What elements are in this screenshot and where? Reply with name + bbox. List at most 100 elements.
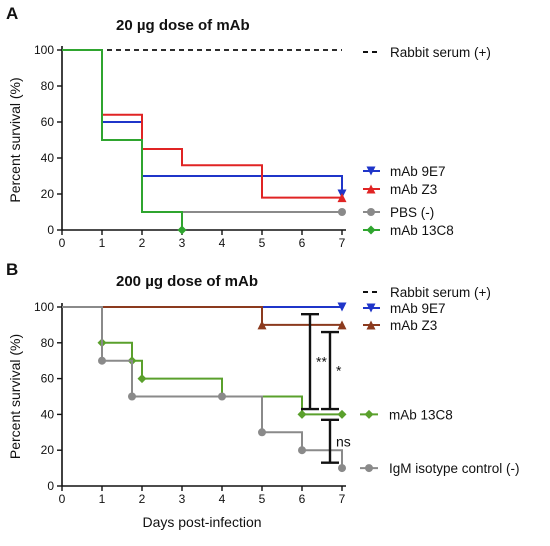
significance-label: * [336,363,342,379]
panel-a-series-mab-13c8 [62,49,187,235]
legend-label: mAb 9E7 [390,301,446,316]
panel-b-series-igm-isotype-control-marker [258,428,266,437]
annotation-label: mAb 13C8 [389,407,453,422]
panel-a-series-mab-13c8-marker [177,225,187,235]
panel-a-legend-mab-z3: mAb Z3 [363,182,437,197]
panel-b-series-mab-z3 [62,306,347,330]
panel-b-y-tick-label: 80 [41,336,55,350]
panel-b-x-tick-label: 1 [99,492,106,506]
panel-letter-b: B [6,260,18,279]
panel-a-legend-rabbit-serum: Rabbit serum (+) [363,45,491,60]
panel-a-x-tick-label: 6 [299,236,306,250]
panel-a-x-tick-label: 3 [179,236,186,250]
panel-b-series-igm-isotype-control [62,306,346,473]
panel-b-series-igm-isotype-control-marker [128,392,136,401]
panel-letter-a: A [6,4,18,23]
legend-label: PBS (-) [390,205,434,220]
panel-b-x-tick-label: 4 [219,492,226,506]
panel-b-series-mab-13c8-marker [297,409,307,419]
panel-a-series-pbs [62,49,346,216]
panel-a-y-tick-label: 100 [34,43,54,57]
significance-label: ** [316,354,327,370]
panel-a-legend-mab-13c8: mAb 13C8 [363,223,454,238]
panel-b-x-tick-label: 5 [259,492,266,506]
panel-a-legend-pbs: PBS (-) [363,205,434,220]
panel-b-series-mab-13c8-marker [137,374,147,384]
panel-a-x-tick-label: 0 [59,236,66,250]
panel-a-y-tick-label: 80 [41,79,55,93]
legend-label: mAb Z3 [390,182,437,197]
panel-b-annotation-mab-13c8: mAb 13C8 [360,407,453,422]
panel-b-series-igm-isotype-control-line [62,306,343,469]
panel-a-series-pbs-line [62,49,342,213]
panel-b-series-igm-isotype-control-marker [218,392,226,401]
panel-a-x-tick-label: 1 [99,236,106,250]
panel-b-x-tick-label: 0 [59,492,66,506]
legend-marker [367,208,375,216]
legend-label: mAb 9E7 [390,164,446,179]
panel-a-x-tick-label: 2 [139,236,146,250]
panel-b-series-mab-z3-line [62,306,342,326]
panel-a-series-mab-z3-marker [337,193,347,203]
panel-a-series-pbs-marker [338,208,346,216]
panel-b-series-igm-isotype-control-marker [98,356,106,365]
panel-b-x-tick-label: 2 [139,492,146,506]
panel-b-y-tick-label: 20 [41,443,55,457]
panel-a-series-mab-z3 [62,49,347,203]
panel-a-y-tick-label: 0 [47,223,54,237]
panel-a-series-mab-9e7-line [62,49,343,194]
legend-label: Rabbit serum (+) [390,285,491,300]
panel-b-x-tick-label: 7 [339,492,346,506]
panel-a-x-tick-label: 5 [259,236,266,250]
panel-a-y-axis-label: Percent survival (%) [7,77,23,202]
panel-b-y-tick-label: 40 [41,407,55,421]
panel-b-series-mab-z3-marker [337,320,347,330]
panel-a-x-tick-label: 4 [219,236,226,250]
legend-marker [366,184,376,194]
panel-b-significance-ns: ns [321,418,351,464]
x-axis-label: Days post-infection [142,514,261,530]
panel-b-y-tick-label: 60 [41,372,55,386]
legend-label: mAb 13C8 [390,223,454,238]
panel-a-y-tick-label: 40 [41,151,55,165]
legend-label: mAb Z3 [390,318,437,333]
panel-a-plot: 0 20 40 60 80 100 0 1 2 3 4 5 6 7 Percent survival (%)… [7,43,491,250]
panel-b-legend-rabbit-serum: Rabbit serum (+) [363,285,491,300]
panel-a-legend-mab-9e7: mAb 9E7 [363,164,446,179]
panel-b-significance-double-star: ** [301,312,327,411]
legend-marker [366,166,376,176]
panel-b-annotation-igm-isotype-control: IgM isotype control (-) [360,461,520,476]
panel-b-series-igm-isotype-control-marker [298,446,306,455]
panel-b-series-mab-13c8-marker [337,409,347,419]
panel-b-series-mab-9e7-marker [337,302,347,312]
panel-a-title: 20 µg dose of mAb [116,17,250,34]
legend-marker [366,320,376,330]
panel-b-y-tick-label: 100 [34,300,54,314]
panel-b-legend-mab-z3: mAb Z3 [363,318,437,333]
panel-b-series-mab-z3-marker [257,320,267,330]
legend-marker [366,303,376,313]
panel-b-legend-mab-9e7: mAb 9E7 [363,301,446,316]
annotation-marker [364,409,374,419]
panel-b-x-tick-label: 3 [179,492,186,506]
annotation-marker [365,464,373,473]
panel-b-y-axis-label: Percent survival (%) [7,334,23,459]
panel-a-y-tick-label: 20 [41,187,55,201]
panel-a-x-tick-label: 7 [339,236,346,250]
significance-label: ns [336,433,351,449]
panel-b-series-igm-isotype-control-marker [338,464,346,473]
panel-b-significance-star: * [321,330,342,411]
annotation-label: IgM isotype control (-) [389,461,520,476]
panel-b-title: 200 µg dose of mAb [116,273,258,290]
panel-a-y-tick-label: 60 [41,115,55,129]
legend-marker [366,225,376,235]
panel-b-y-tick-label: 0 [47,479,54,493]
panel-b-x-tick-label: 6 [299,492,306,506]
panel-a-series-mab-13c8-line [62,49,183,230]
panel-b-plot: 0 20 40 60 80 100 0 1 2 3 4 5 6 7 Percent survival (%)… [7,285,520,506]
panel-a-series-mab-9e7 [62,49,347,199]
legend-label: Rabbit serum (+) [390,45,491,60]
